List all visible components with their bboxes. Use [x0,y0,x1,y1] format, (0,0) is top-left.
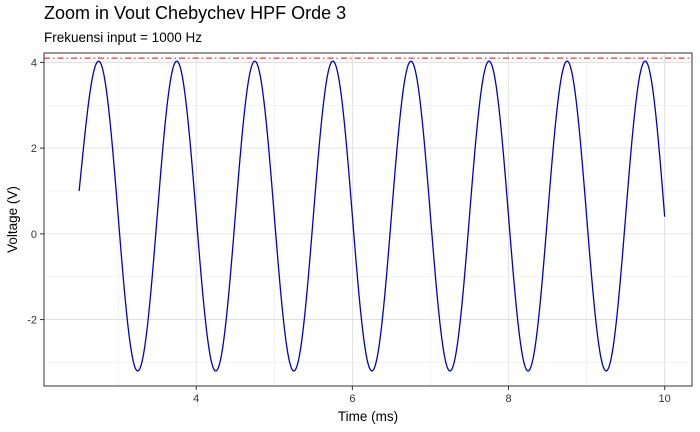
x-tick-label: 4 [193,393,199,405]
y-tick-label: 0 [31,229,37,241]
y-tick-label: 4 [31,57,37,69]
chart-title: Zoom in Vout Chebychev HPF Orde 3 [44,3,347,23]
x-tick-label: 6 [349,393,355,405]
y-tick-label: -2 [27,315,37,327]
series-line [78,60,666,372]
y-tick-label: 2 [31,143,37,155]
grid [44,53,692,386]
series-layer [78,60,666,372]
axis-ticks: 4 6 8 10 -2 0 2 4 [27,57,671,405]
x-axis-title: Time (ms) [338,409,398,424]
x-tick-label: 8 [505,393,511,405]
y-axis-title: Voltage (V) [5,186,20,253]
chart-subtitle: Frekuensi input = 1000 Hz [44,30,202,45]
x-tick-label: 10 [659,393,671,405]
plot-panel-border [43,52,693,387]
